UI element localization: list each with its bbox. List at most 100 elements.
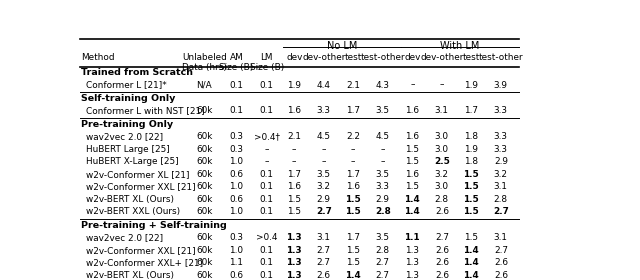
Text: 1.7: 1.7 — [287, 170, 301, 179]
Text: 3.1: 3.1 — [317, 233, 331, 242]
Text: 1.6: 1.6 — [405, 170, 419, 179]
Text: 1.5: 1.5 — [463, 182, 479, 191]
Text: Self-training Only: Self-training Only — [81, 94, 175, 103]
Text: 1.9: 1.9 — [287, 81, 301, 90]
Text: 1.6: 1.6 — [346, 182, 360, 191]
Text: 3.0: 3.0 — [435, 132, 449, 141]
Text: Trained from Scratch: Trained from Scratch — [81, 68, 193, 77]
Text: dev-other: dev-other — [302, 53, 346, 62]
Text: 1.5: 1.5 — [346, 207, 361, 216]
Text: 1.4: 1.4 — [463, 271, 479, 280]
Text: 1.3: 1.3 — [405, 246, 419, 255]
Text: HuBERT Large [25]: HuBERT Large [25] — [86, 145, 170, 154]
Text: wav2vec 2.0 [22]: wav2vec 2.0 [22] — [86, 233, 163, 242]
Text: 3.2: 3.2 — [317, 182, 331, 191]
Text: 4.5: 4.5 — [376, 132, 390, 141]
Text: 2.6: 2.6 — [435, 258, 449, 267]
Text: 1.5: 1.5 — [405, 157, 419, 166]
Text: 1.4: 1.4 — [463, 246, 479, 255]
Text: 3.3: 3.3 — [376, 182, 390, 191]
Text: AM
Size (B): AM Size (B) — [220, 53, 253, 72]
Text: 0.3: 0.3 — [230, 233, 243, 242]
Text: 1.0: 1.0 — [230, 207, 243, 216]
Text: 1.4: 1.4 — [404, 207, 420, 216]
Text: 1.5: 1.5 — [465, 233, 478, 242]
Text: w2v-BERT XL (Ours): w2v-BERT XL (Ours) — [86, 195, 174, 204]
Text: w2v-Conformer XXL+ [21]: w2v-Conformer XXL+ [21] — [86, 258, 203, 267]
Text: 3.5: 3.5 — [376, 233, 390, 242]
Text: 1.3: 1.3 — [287, 246, 302, 255]
Text: dev: dev — [286, 53, 303, 62]
Text: 1.3: 1.3 — [405, 271, 419, 280]
Text: 1.7: 1.7 — [346, 170, 360, 179]
Text: 60k: 60k — [196, 271, 212, 280]
Text: 1.5: 1.5 — [463, 170, 479, 179]
Text: 60k: 60k — [196, 132, 212, 141]
Text: –: – — [292, 145, 296, 154]
Text: 1.3: 1.3 — [405, 258, 419, 267]
Text: 2.6: 2.6 — [494, 258, 508, 267]
Text: 2.7: 2.7 — [376, 271, 390, 280]
Text: 2.7: 2.7 — [317, 258, 331, 267]
Text: 3.0: 3.0 — [435, 145, 449, 154]
Text: 3.3: 3.3 — [494, 145, 508, 154]
Text: 2.2: 2.2 — [346, 132, 360, 141]
Text: 1.5: 1.5 — [346, 258, 360, 267]
Text: 2.7: 2.7 — [317, 246, 331, 255]
Text: 0.1: 0.1 — [260, 258, 274, 267]
Text: 1.3: 1.3 — [287, 271, 302, 280]
Text: 3.0: 3.0 — [435, 182, 449, 191]
Text: HuBERT X-Large [25]: HuBERT X-Large [25] — [86, 157, 179, 166]
Text: 1.5: 1.5 — [287, 207, 301, 216]
Text: –: – — [351, 157, 356, 166]
Text: 60k: 60k — [196, 195, 212, 204]
Text: 4.4: 4.4 — [317, 81, 331, 90]
Text: –: – — [264, 157, 269, 166]
Text: 3.9: 3.9 — [494, 81, 508, 90]
Text: –: – — [292, 157, 296, 166]
Text: 0.3: 0.3 — [230, 145, 243, 154]
Text: w2v-BERT XXL (Ours): w2v-BERT XXL (Ours) — [86, 207, 180, 216]
Text: 3.1: 3.1 — [494, 233, 508, 242]
Text: –: – — [321, 145, 326, 154]
Text: 1.6: 1.6 — [287, 106, 301, 115]
Text: 1.8: 1.8 — [464, 157, 479, 166]
Text: 1.4: 1.4 — [404, 195, 420, 204]
Text: 1.5: 1.5 — [463, 195, 479, 204]
Text: 3.5: 3.5 — [317, 170, 331, 179]
Text: 0.6: 0.6 — [230, 170, 243, 179]
Text: 60k: 60k — [196, 246, 212, 255]
Text: 3.3: 3.3 — [494, 106, 508, 115]
Text: 4.5: 4.5 — [317, 132, 331, 141]
Text: test: test — [463, 53, 480, 62]
Text: 0.1: 0.1 — [260, 195, 274, 204]
Text: 1.3: 1.3 — [287, 258, 302, 267]
Text: 2.7: 2.7 — [376, 258, 390, 267]
Text: 2.9: 2.9 — [376, 195, 390, 204]
Text: 1.8: 1.8 — [464, 132, 479, 141]
Text: 0.6: 0.6 — [230, 271, 243, 280]
Text: 0.1: 0.1 — [260, 182, 274, 191]
Text: test-other: test-other — [479, 53, 523, 62]
Text: 60k: 60k — [196, 170, 212, 179]
Text: Pre-training Only: Pre-training Only — [81, 120, 173, 129]
Text: 1.4: 1.4 — [463, 258, 479, 267]
Text: 1.6: 1.6 — [405, 132, 419, 141]
Text: dev-other: dev-other — [420, 53, 463, 62]
Text: –: – — [321, 157, 326, 166]
Text: –: – — [381, 157, 385, 166]
Text: 0.1: 0.1 — [260, 246, 274, 255]
Text: 1.5: 1.5 — [405, 145, 419, 154]
Text: 2.6: 2.6 — [494, 271, 508, 280]
Text: With LM: With LM — [440, 41, 479, 51]
Text: w2v-Conformer XL [21]: w2v-Conformer XL [21] — [86, 170, 189, 179]
Text: Method: Method — [81, 53, 115, 62]
Text: N/A: N/A — [196, 81, 212, 90]
Text: 1.0: 1.0 — [230, 246, 243, 255]
Text: test: test — [344, 53, 362, 62]
Text: LM
Size (B): LM Size (B) — [250, 53, 284, 72]
Text: >0.4†: >0.4† — [253, 132, 280, 141]
Text: 2.9: 2.9 — [494, 157, 508, 166]
Text: 1.3: 1.3 — [287, 233, 302, 242]
Text: 2.9: 2.9 — [317, 195, 331, 204]
